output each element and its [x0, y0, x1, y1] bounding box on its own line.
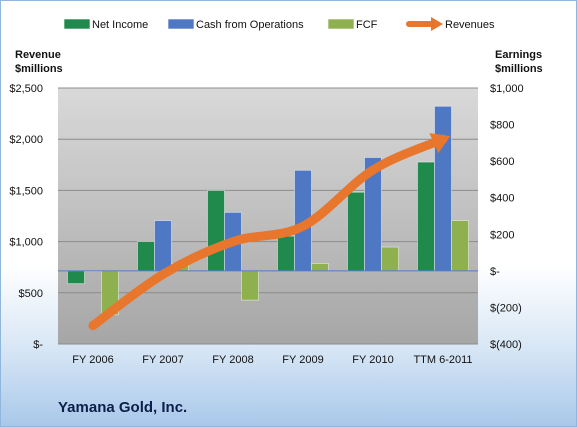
left-axis-title-line2: $millions [15, 63, 63, 75]
net-income-bar [277, 235, 295, 272]
left-axis-tick-label: $500 [19, 288, 43, 300]
legend-cash-from-operations-swatch [167, 18, 195, 30]
right-axis-title-line1: Earnings [495, 49, 542, 61]
net-income-bar [417, 161, 435, 272]
revenues-arrow-head [429, 133, 451, 154]
category-label: FY 2008 [212, 354, 253, 366]
fcf-bar [451, 220, 469, 272]
right-axis-tick-label: $(200) [490, 302, 522, 314]
net-income-bar [347, 191, 365, 272]
legend-fcf-swatch [327, 18, 355, 30]
category-labels: FY 2006 FY 2007 FY 2008 FY 2009 FY 2010 TTM 6… [72, 354, 472, 366]
left-axis-ticks: $- $500 $1,000 $1,500 $2,000 $2,500 [9, 83, 43, 351]
left-axis-tick-label: $1,000 [9, 237, 43, 249]
legend-revenues-arrow-head [431, 17, 443, 31]
legend-net-income-swatch [63, 18, 91, 30]
legend-net-income: Net Income [92, 19, 148, 31]
category-label: FY 2006 [72, 354, 113, 366]
fcf-bar [241, 270, 259, 301]
left-axis-title-line1: Revenue [15, 49, 61, 61]
revenues-line [88, 133, 451, 331]
legend: Net Income Cash from Operations FCF Revenue… [63, 17, 495, 31]
net-income-bar [67, 270, 85, 285]
net-income-bar [137, 241, 155, 272]
legend-revenues: Revenues [445, 19, 495, 31]
left-axis-tick-label: $2,500 [9, 83, 43, 95]
legend-fcf: FCF [356, 19, 378, 31]
left-axis-tick-label: $1,500 [9, 185, 43, 197]
right-axis-tick-label: $600 [490, 156, 514, 168]
cash-from-operations-bar [434, 105, 452, 272]
cash-from-operations-bar [154, 220, 172, 272]
revenues-line-path [88, 134, 448, 331]
right-axis-tick-label: $- [490, 266, 500, 278]
right-axis-ticks: $(400) $(200) $- $200 $400 $600 $800 $1,000 [490, 83, 524, 351]
fcf-bar [381, 246, 399, 272]
category-label: FY 2009 [282, 354, 323, 366]
right-axis-tick-label: $400 [490, 193, 514, 205]
fcf-bar [311, 263, 329, 272]
left-axis-tick-label: $2,000 [9, 134, 43, 146]
right-axis-tick-label: $(400) [490, 339, 522, 351]
category-label: TTM 6-2011 [413, 354, 472, 366]
right-axis-tick-label: $1,000 [490, 83, 524, 95]
legend-cash-from-operations: Cash from Operations [196, 19, 304, 31]
right-axis-tick-label: $200 [490, 229, 514, 241]
right-axis-tick-label: $800 [490, 120, 514, 132]
category-label: FY 2010 [352, 354, 393, 366]
right-axis-title-line2: $millions [495, 63, 543, 75]
company-name: Yamana Gold, Inc. [58, 399, 188, 416]
net-income-bar [207, 189, 225, 272]
gridlines [58, 87, 478, 345]
category-label: FY 2007 [142, 354, 183, 366]
left-axis-tick-label: $- [33, 339, 43, 351]
